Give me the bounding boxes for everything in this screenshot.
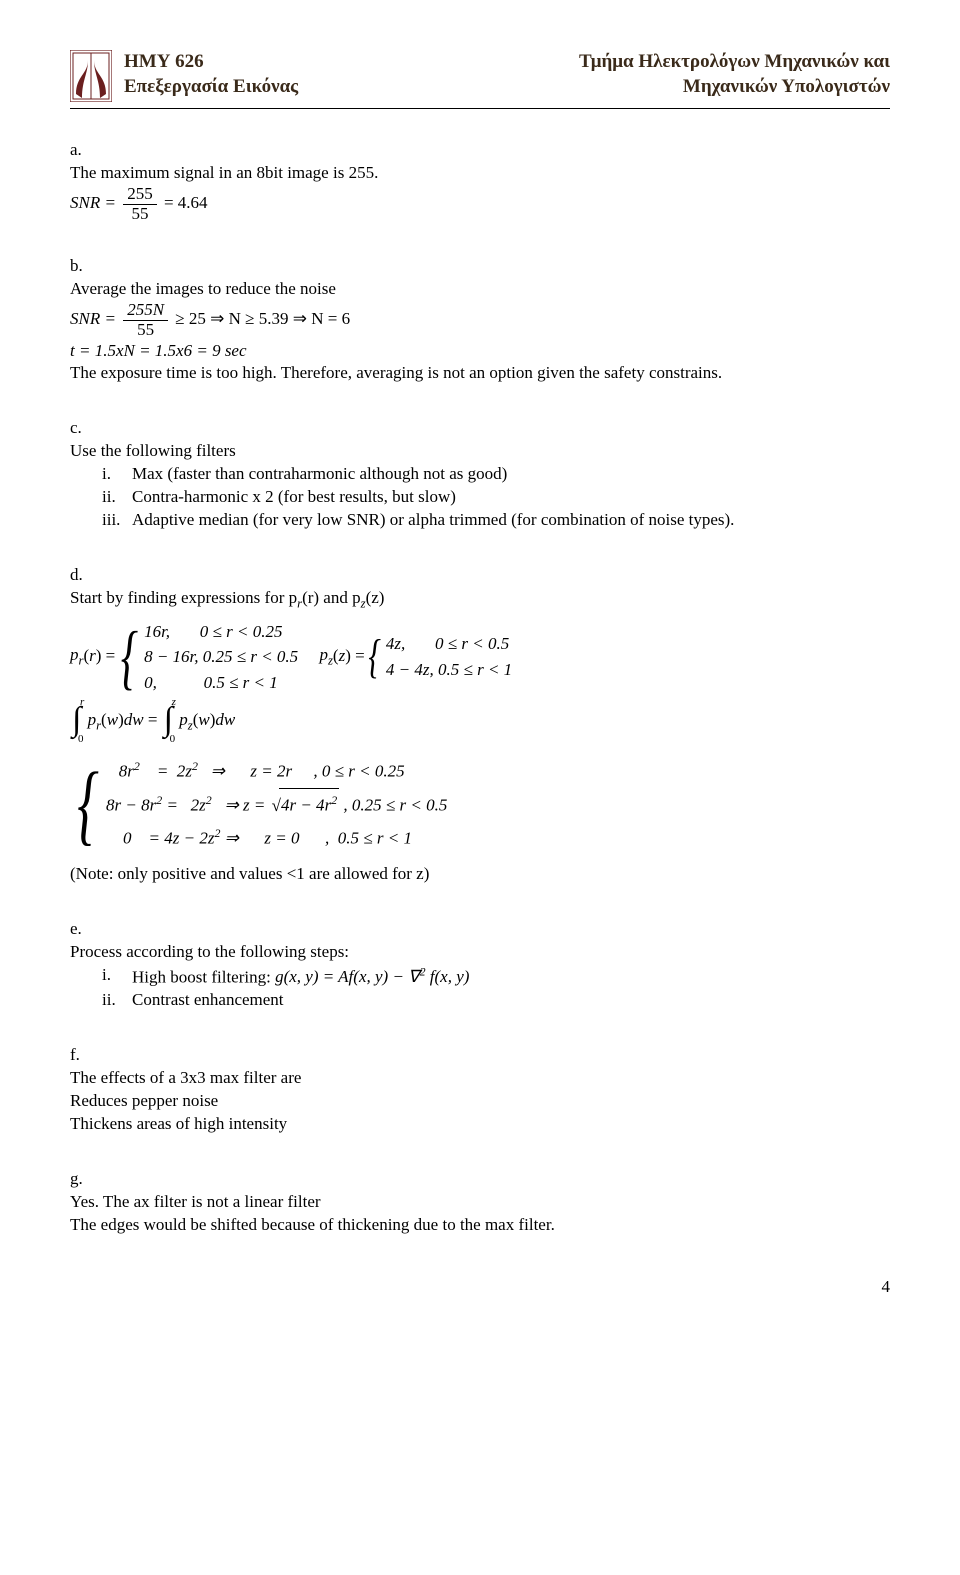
item-c-iii: iii. Adaptive median (for very low SNR) … bbox=[102, 509, 854, 532]
item-a-text: The maximum signal in an 8bit image is 2… bbox=[70, 163, 378, 182]
item-a-body: The maximum signal in an 8bit image is 2… bbox=[70, 162, 854, 223]
item-e-body: Process according to the following steps… bbox=[70, 941, 854, 1012]
item-e-i: i. High boost filtering: g(x, y) = Af(x,… bbox=[102, 964, 854, 990]
header-left: ΗΜΥ 626 Επεξεργασία Εικόνας bbox=[124, 50, 579, 99]
item-f-text: The effects of a 3x3 max filter are bbox=[70, 1068, 301, 1087]
course-code: ΗΜΥ 626 bbox=[124, 50, 579, 75]
content: a. The maximum signal in an 8bit image i… bbox=[70, 139, 890, 1237]
page: ΗΜΥ 626 Επεξεργασία Εικόνας Τμήμα Ηλεκτρ… bbox=[0, 0, 960, 1337]
pz-def: pz(z) = { 4z, 0 ≤ r < 0.5 4 − 4z, 0.5 ≤ … bbox=[319, 631, 512, 682]
item-b-text: Average the images to reduce the noise bbox=[70, 279, 336, 298]
pr-def: pr(r) = { 16r, 0 ≤ r < 0.25 8 − 16r, 0.2… bbox=[70, 619, 298, 696]
item-d-text: Start by finding expressions for pr(r) a… bbox=[70, 588, 384, 607]
item-g: g. Yes. The ax filter is not a linear fi… bbox=[70, 1168, 890, 1237]
item-b-eq2: t = 1.5xN = 1.5x6 = 9 sec bbox=[70, 341, 247, 360]
item-f-line2: Reduces pepper noise bbox=[70, 1091, 218, 1110]
course-title: Επεξεργασία Εικόνας bbox=[124, 75, 579, 100]
fraction: 255 55 bbox=[123, 185, 157, 223]
item-b-text2: The exposure time is too high. Therefore… bbox=[70, 363, 722, 382]
item-c-text: Use the following filters bbox=[70, 441, 236, 460]
item-d-body: Start by finding expressions for pr(r) a… bbox=[70, 587, 854, 886]
item-g-text: Yes. The ax filter is not a linear filte… bbox=[70, 1192, 321, 1211]
item-d-label: d. bbox=[70, 564, 102, 587]
item-d-piecewise: pr(r) = { 16r, 0 ≤ r < 0.25 8 − 16r, 0.2… bbox=[70, 619, 854, 696]
item-g-line2: The edges would be shifted because of th… bbox=[70, 1215, 555, 1234]
header-right: Τμήμα Ηλεκτρολόγων Μηχανικών και Μηχανικ… bbox=[579, 50, 890, 99]
item-c-i: i. Max (faster than contraharmonic altho… bbox=[102, 463, 854, 486]
item-d-system: { 8r2 = 2z2 ⇒ z = 2r , 0 ≤ r < 0.25 8r −… bbox=[70, 755, 447, 855]
item-b-eq1: SNR = 255N 55 ≥ 25 ⇒ N ≥ 5.39 ⇒ N = 6 bbox=[70, 309, 350, 328]
item-c-label: c. bbox=[70, 417, 102, 440]
item-c-body: Use the following filters i. Max (faster… bbox=[70, 440, 854, 532]
university-logo-icon bbox=[70, 50, 112, 102]
item-b-label: b. bbox=[70, 255, 102, 278]
page-header: ΗΜΥ 626 Επεξεργασία Εικόνας Τμήμα Ηλεκτρ… bbox=[70, 50, 890, 109]
item-a: a. The maximum signal in an 8bit image i… bbox=[70, 139, 890, 223]
item-f-label: f. bbox=[70, 1044, 102, 1067]
item-c-ii: ii. Contra-harmonic x 2 (for best result… bbox=[102, 486, 854, 509]
item-f: f. The effects of a 3x3 max filter are R… bbox=[70, 1044, 890, 1136]
dept-line2: Μηχανικών Υπολογιστών bbox=[579, 75, 890, 100]
item-e: e. Process according to the following st… bbox=[70, 918, 890, 1012]
item-c: c. Use the following filters i. Max (fas… bbox=[70, 417, 890, 532]
item-f-line3: Thickens areas of high intensity bbox=[70, 1114, 287, 1133]
item-a-label: a. bbox=[70, 139, 102, 162]
item-d-note: (Note: only positive and values <1 are a… bbox=[70, 863, 854, 886]
item-e-text: Process according to the following steps… bbox=[70, 942, 349, 961]
item-b: b. Average the images to reduce the nois… bbox=[70, 255, 890, 385]
item-g-label: g. bbox=[70, 1168, 102, 1191]
item-b-body: Average the images to reduce the noise S… bbox=[70, 278, 854, 385]
item-e-ii: ii. Contrast enhancement bbox=[102, 989, 854, 1012]
item-g-body: Yes. The ax filter is not a linear filte… bbox=[70, 1191, 854, 1237]
item-f-body: The effects of a 3x3 max filter are Redu… bbox=[70, 1067, 854, 1136]
item-e-label: e. bbox=[70, 918, 102, 941]
item-d-integral: r∫0 pr(w)dw = z∫0 pz(w)dw bbox=[70, 705, 854, 737]
dept-line1: Τμήμα Ηλεκτρολόγων Μηχανικών και bbox=[579, 50, 890, 75]
item-d: d. Start by finding expressions for pr(r… bbox=[70, 564, 890, 886]
item-a-eq: SNR = 255 55 = 4.64 bbox=[70, 193, 208, 212]
item-e-eq: g(x, y) = Af(x, y) − ∇2 f(x, y) bbox=[275, 967, 469, 986]
page-number: 4 bbox=[70, 1277, 890, 1297]
